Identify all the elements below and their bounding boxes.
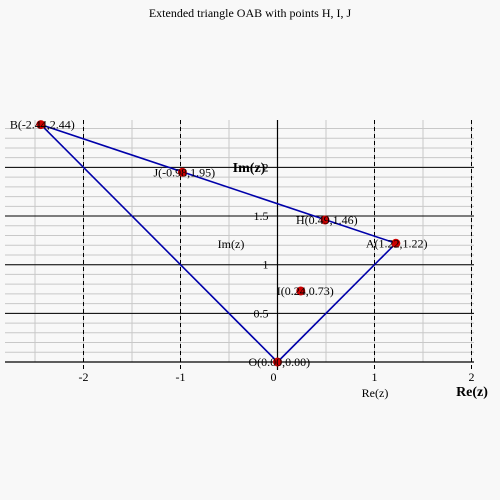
y-tick-label: 0.5	[254, 306, 269, 320]
point-label-h: H(0.49,1.46)	[296, 213, 358, 227]
x-tick-label: -2	[79, 370, 89, 384]
tick-labels: -2 -1 0 1 2 0.5 1 1.5 2	[79, 160, 475, 384]
y-tick-label: 1	[263, 258, 269, 272]
x-tick-label: -1	[176, 370, 186, 384]
point-label-i: I(0.24,0.73)	[277, 284, 334, 298]
point-label-o: O(0.00,0.00)	[249, 355, 311, 369]
x-tick-label: 2	[469, 370, 475, 384]
axes	[5, 120, 474, 370]
triangle-series	[40, 123, 398, 364]
point-o	[273, 357, 282, 367]
y-axis-label: Im(z)	[218, 237, 245, 251]
triangle-oab	[40, 123, 398, 364]
point-h	[320, 215, 330, 225]
x-tick-label: 0	[271, 370, 277, 384]
y-tick-label: 1.5	[254, 209, 269, 223]
points: O(0.00,0.00) A(1.22,1.22) B(-2.44,2.44) H(0…	[10, 118, 428, 369]
point-i	[296, 286, 306, 296]
point-label-a: A(1.22,1.22)	[366, 236, 428, 250]
x-tick-label: 1	[372, 370, 378, 384]
point-j	[177, 167, 187, 177]
x-axis-label: Re(z)	[362, 386, 389, 400]
point-label-b: B(-2.44,2.44)	[10, 118, 75, 132]
y-axis-label-bold: Im(z)	[233, 161, 266, 176]
point-a	[391, 238, 401, 248]
x-axis-label-bold: Re(z)	[456, 385, 488, 400]
point-b	[36, 120, 46, 130]
chart-title: Extended triangle OAB with points H, I, …	[149, 6, 352, 20]
y-tick-label: 2	[263, 160, 269, 174]
point-label-j: J(-0.98,1.95)	[153, 165, 215, 179]
